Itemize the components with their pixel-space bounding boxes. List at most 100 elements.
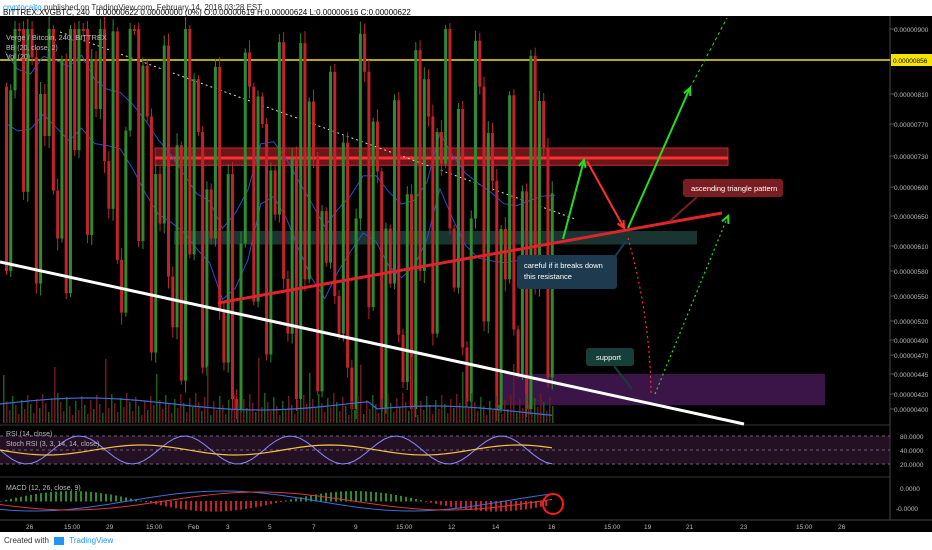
volume-bar [306, 404, 308, 423]
volume-bar [429, 405, 431, 423]
macd-histogram-bar [100, 493, 102, 502]
volume-bar [483, 406, 485, 423]
volume-bar [285, 410, 287, 423]
price-chart[interactable]: 0.00000900 0.00000856 0.00000810 0.00000770… [0, 16, 932, 532]
candle [64, 59, 68, 294]
volume-bar [159, 400, 161, 423]
candle [179, 145, 183, 381]
volume-bar [72, 415, 74, 423]
volume-bar [21, 400, 23, 423]
legend-bb: BB (20, close, 2) [6, 45, 58, 52]
candle [167, 45, 171, 277]
candle [213, 66, 217, 239]
candle [282, 42, 286, 279]
macd-histogram-bar [215, 501, 217, 512]
candle [56, 190, 60, 239]
volume-bar [39, 408, 41, 423]
candle [252, 86, 256, 302]
volume-bar [324, 412, 326, 423]
time-axis-label: 26 [838, 524, 846, 531]
careful-note-line2: this resistance [524, 272, 572, 281]
volume-bar [513, 364, 515, 423]
volume-bar [546, 411, 548, 423]
candle [525, 191, 529, 409]
breakout-arrow [562, 159, 585, 240]
price-label: 0.00000445 [894, 372, 929, 379]
candle [537, 101, 541, 287]
volume-bar [66, 397, 68, 423]
candle [346, 142, 350, 368]
macd-histogram-bar [95, 492, 97, 502]
tradingview-link[interactable]: TradingView [69, 536, 114, 545]
volume-bar [426, 396, 428, 423]
candle [286, 278, 290, 334]
volume-bar [216, 410, 218, 423]
time-axis-label: 3 [226, 524, 230, 531]
candle [22, 29, 26, 192]
candle [405, 194, 409, 382]
volume-bar [213, 401, 215, 423]
price-axis-panel [890, 16, 932, 532]
volume-bar [294, 414, 296, 423]
candle [316, 156, 320, 392]
volume-bar [78, 410, 80, 423]
volume-bar [369, 409, 371, 423]
volume-bar [396, 398, 398, 423]
macd-histogram-bar [380, 492, 382, 502]
price-label: 0.00000550 [894, 294, 929, 301]
macd-histogram-bar [260, 501, 262, 507]
volume-bar [327, 398, 329, 423]
candle [516, 329, 520, 374]
ohlc-line: 0.00000622 0.00000000 (0%) O:0.00000619 … [95, 8, 411, 17]
time-axis-label: 15:00 [604, 524, 621, 531]
volume-bar [3, 375, 5, 423]
volume-bar [132, 411, 134, 423]
candle [533, 55, 537, 287]
macd-histogram-bar [370, 491, 372, 502]
candle [226, 174, 230, 363]
volume-bar [525, 394, 527, 423]
volume-bar [207, 366, 209, 423]
candle [478, 40, 482, 87]
volume-bar [456, 394, 458, 423]
macd-histogram-bar [480, 501, 482, 511]
volume-bar [414, 406, 416, 423]
candle [188, 29, 192, 255]
author-link[interactable]: cryptocalto [3, 3, 42, 12]
macd-histogram-bar [140, 500, 142, 502]
macd-histogram-bar [195, 501, 197, 511]
macd-histogram-bar [190, 501, 192, 511]
volume-bar [129, 402, 131, 423]
macd-histogram-bar [375, 492, 377, 502]
macd-histogram-bar [300, 497, 302, 502]
candle [265, 124, 269, 355]
volume-bar [147, 410, 149, 423]
candle [243, 52, 247, 244]
volume-bar [75, 401, 77, 423]
candle [107, 161, 111, 209]
time-axis-label: 21 [686, 524, 694, 531]
macd-histogram-bar [120, 496, 122, 502]
candle [294, 158, 298, 399]
candle [499, 229, 503, 409]
volume-bar [393, 412, 395, 423]
candle [273, 170, 277, 215]
candle [290, 158, 294, 334]
macd-histogram-bar [65, 491, 67, 502]
candle [149, 116, 153, 353]
candle [307, 101, 311, 280]
volume-bar [432, 414, 434, 423]
candle [239, 243, 243, 409]
volume-bar [225, 414, 227, 423]
candle [452, 228, 456, 288]
volume-bar [321, 403, 323, 423]
volume-bar [54, 367, 56, 423]
price-label: 0.00000650 [894, 214, 929, 221]
price-label: 0.00000610 [894, 244, 929, 251]
volume-bar [87, 414, 89, 423]
macd-histogram-bar [115, 495, 117, 502]
macd-histogram-bar [205, 501, 207, 512]
macd-histogram-bar [495, 501, 497, 512]
volume-bar [252, 403, 254, 423]
volume-bar [351, 401, 353, 423]
